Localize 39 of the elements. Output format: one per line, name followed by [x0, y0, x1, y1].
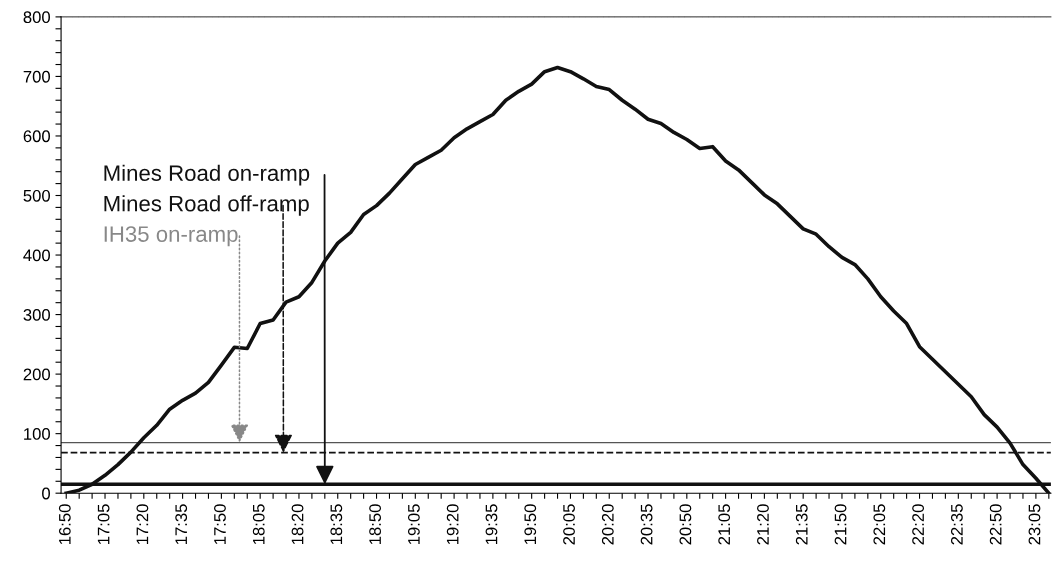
x-tick-label: 20:20 [601, 504, 614, 545]
y-tick-label: 400 [23, 249, 51, 262]
x-tick-label: 19:50 [524, 504, 537, 545]
x-tick-label: 18:35 [330, 504, 343, 545]
x-tick-label: 16:50 [58, 504, 71, 545]
x-tick-label: 19:05 [407, 504, 420, 545]
x-tick-label: 18:05 [252, 504, 265, 545]
x-tick-label: 17:35 [175, 504, 188, 545]
x-tick-label: 20:35 [640, 504, 653, 545]
x-tick-label: 20:05 [563, 504, 575, 545]
x-tick-label: 17:20 [136, 504, 149, 545]
x-tick-label: 22:20 [912, 504, 925, 545]
x-tick-label: 22:50 [989, 504, 1002, 545]
x-tick-label: 18:50 [369, 504, 381, 545]
x-tick-label: 19:20 [446, 504, 459, 545]
x-tick-label: 21:20 [757, 504, 769, 545]
line-series [64, 65, 1051, 494]
x-tick-label: 17:05 [97, 504, 110, 545]
x-tick-label: 22:05 [873, 504, 886, 545]
x-tick-label: 21:05 [718, 504, 731, 545]
y-tick-label: 300 [23, 308, 51, 321]
y-tick-label: 800 [23, 11, 51, 24]
y-tick-label: 500 [23, 189, 51, 202]
y-tick-label: 0 [42, 487, 51, 500]
y-tick-label: 700 [23, 70, 51, 83]
x-tick-label: 20:50 [679, 504, 692, 545]
y-tick-label: 600 [23, 130, 51, 143]
x-tick-label: 22:35 [950, 504, 963, 545]
x-tick-label: 21:35 [795, 504, 808, 545]
y-tick-label: 100 [24, 428, 51, 440]
x-tick-label: 23:05 [1028, 504, 1041, 545]
y-tick-label: 200 [23, 368, 51, 381]
x-tick-label: 18:20 [291, 504, 304, 545]
x-tick-label: 17:50 [214, 504, 226, 545]
x-tick-label: 21:50 [834, 504, 847, 545]
annotation: IH35 on-ramp [104, 226, 238, 247]
annotation: Mines Road on-ramp [104, 164, 310, 186]
x-tick-label: 19:35 [485, 504, 498, 545]
annotation: Mines Road off-ramp [104, 195, 309, 216]
